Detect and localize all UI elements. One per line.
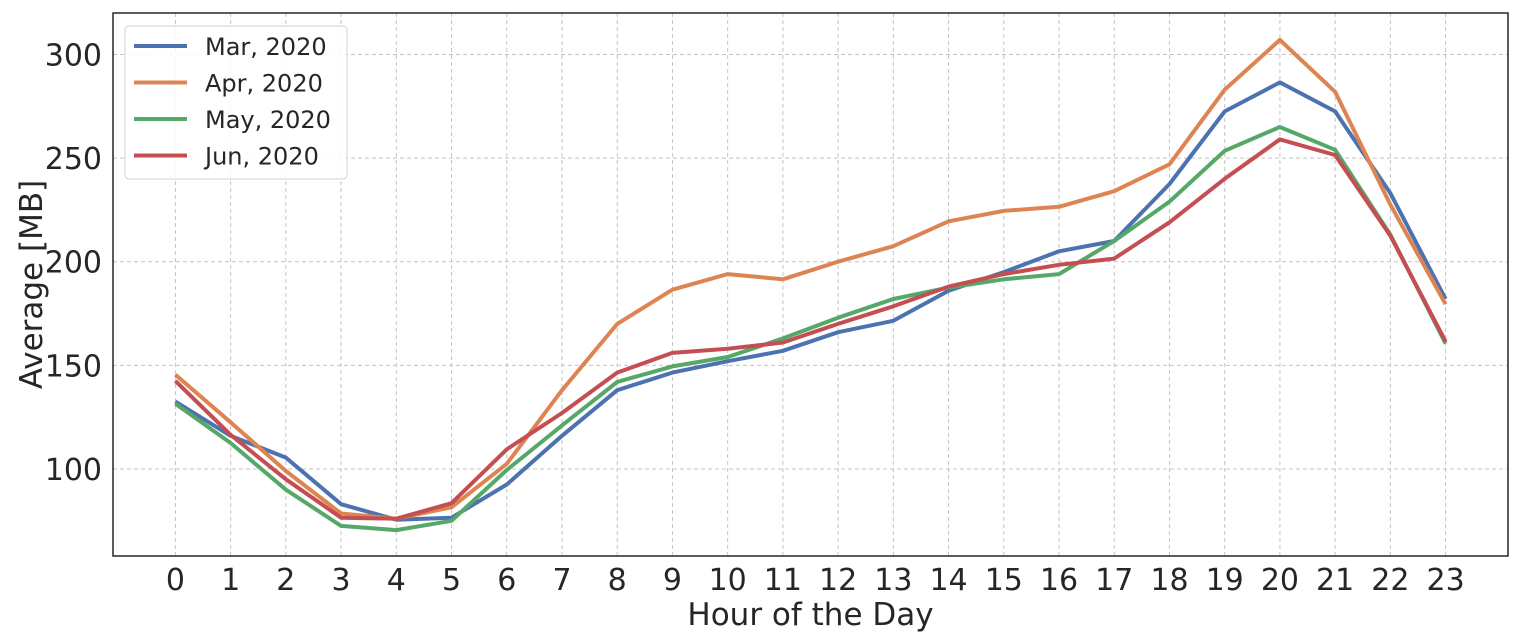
x-tick-label: 12 [819, 563, 857, 598]
y-tick-label: 100 [45, 453, 102, 488]
plot-area-frame [112, 12, 1509, 557]
legend-label: May, 2020 [205, 106, 331, 134]
legend-label: Apr, 2020 [205, 70, 323, 98]
x-tick-label: 15 [985, 563, 1023, 598]
series-line-1 [174, 80, 1448, 522]
x-tick-label: 23 [1427, 563, 1465, 598]
x-tick-label: 3 [332, 563, 351, 598]
legend-label: Mar, 2020 [205, 33, 327, 61]
legend: Mar, 2020 Apr, 2020 May, 2020 Jun, 2020 [124, 25, 348, 180]
x-tick-label: 22 [1371, 563, 1409, 598]
series-line-4 [174, 137, 1448, 521]
x-tick-label: 21 [1316, 563, 1354, 598]
y-tick-label: 250 [45, 142, 102, 177]
x-tick-label: 10 [709, 563, 747, 598]
x-tick-label: 5 [442, 563, 461, 598]
legend-label: Jun, 2020 [203, 143, 319, 171]
x-tick-label: 2 [276, 563, 295, 598]
series-lines [174, 37, 1448, 533]
series-line-3 [174, 125, 1448, 533]
y-axis-title: Average [MB] [14, 180, 50, 389]
x-tick-label: 6 [497, 563, 516, 598]
x-tick-label: 11 [764, 563, 802, 598]
x-tick-label: 20 [1261, 563, 1299, 598]
x-tick-label: 13 [874, 563, 912, 598]
x-tick-label: 16 [1040, 563, 1078, 598]
x-tick-label: 17 [1095, 563, 1133, 598]
x-tick-label: 9 [663, 563, 682, 598]
x-tick-label: 0 [166, 563, 185, 598]
x-tick-label: 19 [1206, 563, 1244, 598]
x-axis-ticks: 0 1 2 3 4 5 6 7 8 9 10 11 12 13 14 15 16 17 18 19 20 21 22 23 [166, 563, 1465, 598]
y-tick-label: 300 [45, 38, 102, 73]
y-tick-label: 150 [45, 349, 102, 384]
x-tick-label: 1 [221, 563, 240, 598]
x-tick-label: 7 [552, 563, 571, 598]
x-axis-title: Hour of the Day [687, 597, 933, 633]
x-tick-label: 14 [929, 563, 967, 598]
y-axis-ticks: 100 150 200 250 300 [45, 38, 102, 488]
x-tick-label: 8 [608, 563, 627, 598]
x-tick-label: 18 [1150, 563, 1188, 598]
series-line-2 [174, 37, 1448, 521]
y-tick-label: 200 [45, 246, 102, 281]
x-tick-label: 4 [387, 563, 406, 598]
legend-box [124, 25, 348, 180]
